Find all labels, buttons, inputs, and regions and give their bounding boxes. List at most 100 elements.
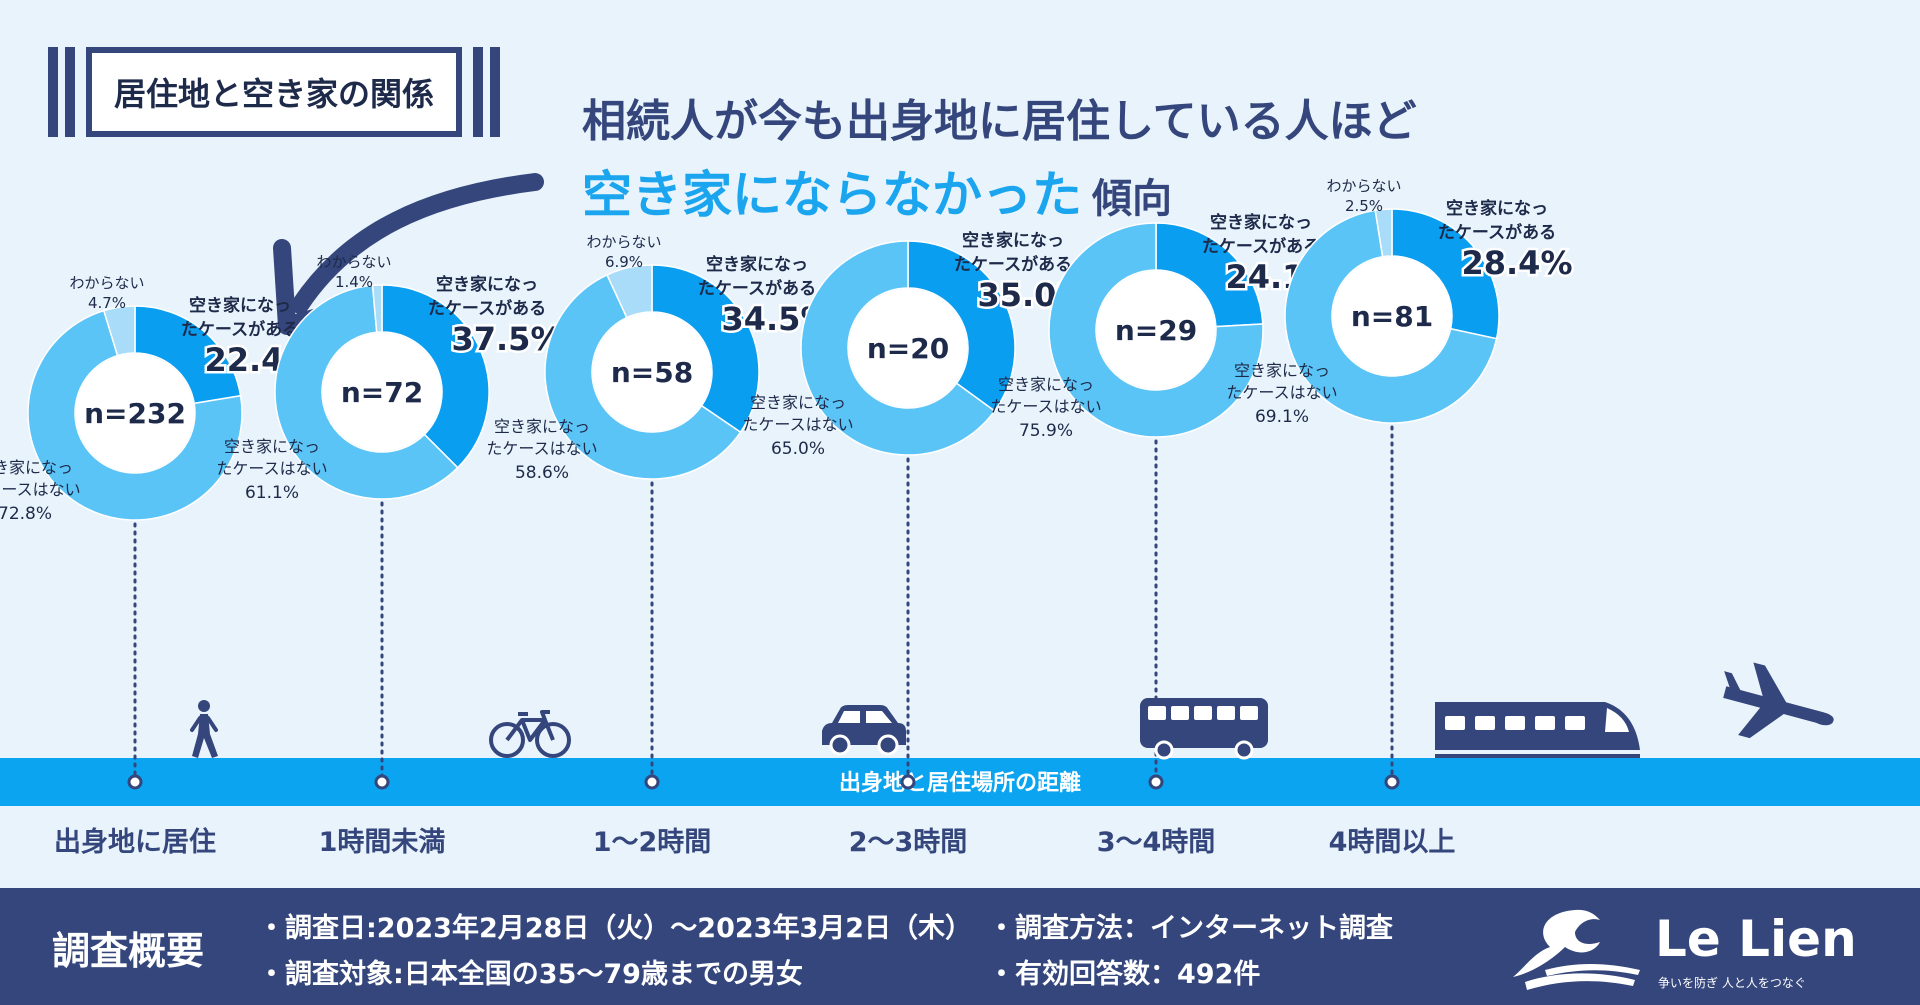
distance-category-label: 出身地に居住 <box>54 827 216 858</box>
slice-not <box>1284 209 1498 424</box>
airplane-icon <box>1723 662 1834 739</box>
axis-marker <box>1384 774 1400 790</box>
distance-category-label: 4時間以上 <box>1328 827 1456 858</box>
axis-marker <box>127 774 143 790</box>
sample-size-label: n=72 <box>341 376 423 409</box>
donut-hole <box>1333 257 1451 375</box>
logo-wordmark: Le Lien <box>1655 910 1857 968</box>
slice-unknown <box>102 305 136 357</box>
slice-has <box>1391 208 1500 340</box>
unknown-value-label: 4.7% <box>88 294 126 312</box>
has-value-label: 28.4% <box>1461 244 1572 282</box>
unknown-value-label: 2.5% <box>1345 197 1383 215</box>
not-category-label: 空き家になっ <box>1234 361 1330 380</box>
not-value-label: 75.9% <box>1019 421 1073 441</box>
not-value-label: 72.8% <box>0 504 52 524</box>
unknown-category-label: わからない <box>586 233 661 251</box>
headline-rest: 傾向 <box>1092 176 1172 222</box>
walking-person-icon <box>190 700 218 758</box>
distance-category-label: 1～2時間 <box>592 827 712 858</box>
has-category-label: 空き家になっ <box>436 274 538 295</box>
sample-size-label: n=29 <box>1115 314 1197 347</box>
distance-category-label: 3～4時間 <box>1096 827 1216 858</box>
distance-axis-label: 出身地と居住場所の距離 <box>839 770 1081 796</box>
not-category-label: 空き家になっ <box>750 393 846 412</box>
unknown-value-label: 6.9% <box>605 253 643 271</box>
unknown-category-label: わからない <box>69 274 144 292</box>
not-category-label: 空き家になっ <box>224 437 320 456</box>
slice-has <box>381 284 490 469</box>
headline-line1: 相続人が今も出身地に居住している人ほど <box>582 96 1417 147</box>
bus-icon <box>1140 698 1268 760</box>
footer-title: 調査概要 <box>52 929 205 973</box>
not-category-label: たケースはない <box>486 439 597 458</box>
not-category-label: 空き家になっ <box>998 375 1094 394</box>
unknown-value-label: 1.4% <box>335 273 373 291</box>
donut-chart-2: n=72空き家になったケースがある37.5%空き家になったケースはない61.1%… <box>216 253 565 790</box>
slice-unknown <box>1374 208 1393 258</box>
not-category-label: たケースはない <box>742 415 853 434</box>
not-value-label: 65.0% <box>771 439 825 459</box>
donut-chart-1: n=232空き家になったケースがある22.4%空き家になったケースはない72.8… <box>0 274 318 790</box>
distance-category-label: 1時間未満 <box>318 827 446 858</box>
has-category-label: たケースがある <box>1438 222 1556 243</box>
headline-accent: 空き家にならなかった <box>582 166 1082 224</box>
slice-not <box>274 284 459 500</box>
survey-footer: 調査概要 ・調査日:2023年2月28日（火）～2023年3月2日（木） ・調査… <box>0 888 1920 1005</box>
not-category-label: たケースはない <box>0 480 81 499</box>
not-category-label: 空き家になっ <box>494 417 590 436</box>
has-category-label: たケースがある <box>1202 236 1320 257</box>
has-category-label: 空き家になっ <box>706 254 808 275</box>
donut-chart-3: n=58空き家になったケースがある34.5%空き家になったケースはない58.6%… <box>486 233 835 790</box>
unknown-category-label: わからない <box>1326 177 1401 195</box>
sample-size-label: n=58 <box>611 356 693 389</box>
has-category-label: 空き家になっ <box>1446 198 1548 219</box>
slice-not <box>544 273 742 480</box>
distance-category-label: 2～3時間 <box>848 827 968 858</box>
slice-not <box>800 240 996 456</box>
unknown-category-label: わからない <box>316 253 391 271</box>
not-category-label: たケースはない <box>216 459 327 478</box>
donut-chart-6: n=81空き家になったケースがある28.4%空き家になったケースはない69.1%… <box>1226 177 1575 790</box>
footer-survey-method: ・調査方法：インターネット調査 <box>988 913 1393 944</box>
slice-not <box>27 309 243 521</box>
sample-size-label: n=81 <box>1351 300 1433 333</box>
section-badge: 居住地と空き家の関係 <box>48 47 500 137</box>
has-category-label: たケースがある <box>698 278 816 299</box>
has-value-label: 37.5% <box>451 320 562 358</box>
has-category-label: 空き家になっ <box>962 230 1064 251</box>
curved-arrow-icon <box>291 173 544 314</box>
not-value-label: 61.1% <box>245 483 299 503</box>
has-category-label: 空き家になっ <box>189 295 291 316</box>
has-category-label: たケースがある <box>181 319 299 340</box>
slice-unknown <box>371 284 383 334</box>
not-value-label: 69.1% <box>1255 407 1309 427</box>
footer-survey-date: ・調査日:2023年2月28日（火）～2023年3月2日（木） <box>258 913 973 944</box>
sample-size-label: n=20 <box>867 332 949 365</box>
headline-line2: 空き家にならなかった 傾向 <box>582 155 1172 227</box>
footer-survey-responses: ・有効回答数：492件 <box>988 959 1261 990</box>
distance-axis-band <box>0 758 1920 806</box>
footer-survey-target: ・調査対象:日本全国の35～79歳までの男女 <box>258 959 803 990</box>
slice-has <box>651 264 760 434</box>
donut-hole <box>593 313 711 431</box>
has-category-label: 空き家になっ <box>1210 212 1312 233</box>
not-category-label: たケースはない <box>990 397 1101 416</box>
not-category-label: 空き家になっ <box>0 458 73 477</box>
has-category-label: たケースがある <box>428 298 546 319</box>
axis-marker <box>1148 774 1164 790</box>
slice-has <box>907 240 1016 412</box>
not-value-label: 58.6% <box>515 463 569 483</box>
has-category-label: たケースがある <box>954 254 1072 275</box>
donut-hole <box>76 354 194 472</box>
donut-hole <box>849 289 967 407</box>
bicycle-icon <box>489 710 571 758</box>
not-category-label: たケースはない <box>1226 383 1337 402</box>
axis-marker <box>644 774 660 790</box>
car-icon <box>822 705 906 756</box>
sample-size-label: n=232 <box>84 397 186 430</box>
axis-marker <box>374 774 390 790</box>
slice-not <box>1048 222 1264 438</box>
